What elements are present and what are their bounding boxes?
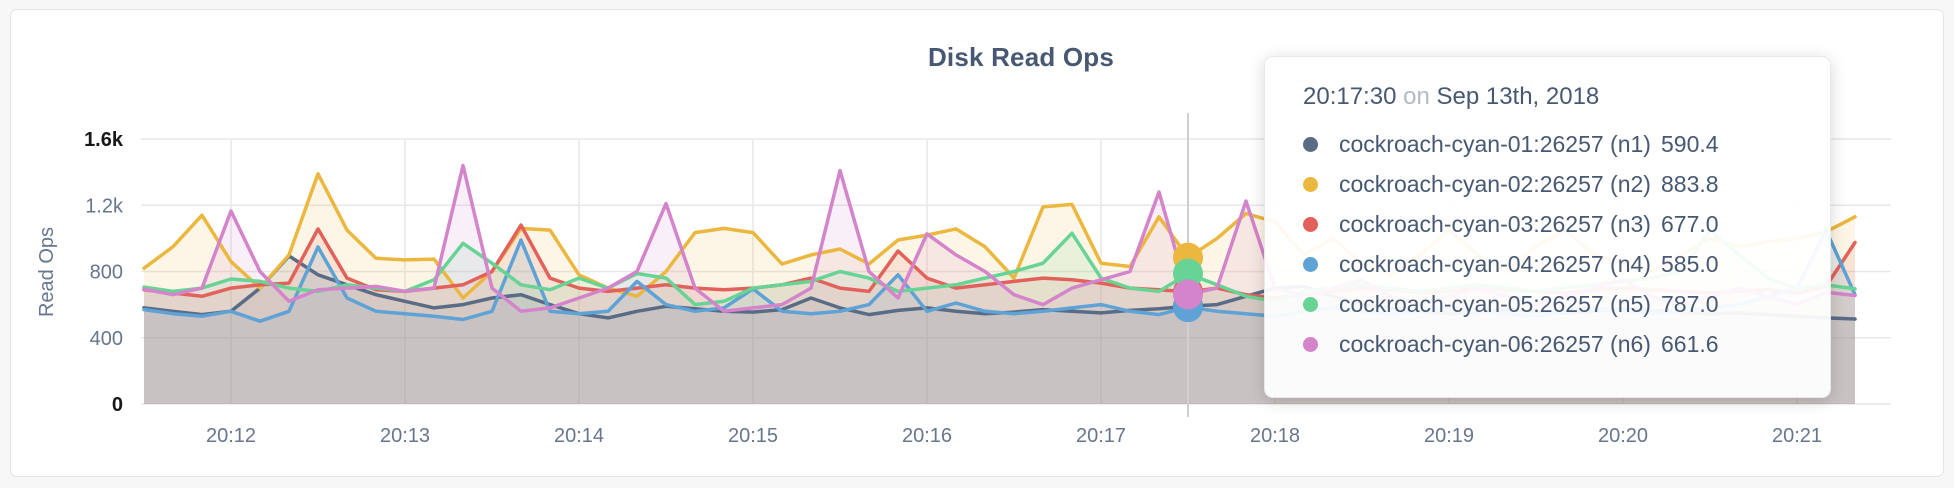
x-axis-tick-label: 20:21 bbox=[1772, 425, 1822, 447]
x-axis-tick-label: 20:13 bbox=[380, 425, 430, 447]
x-axis-tick-label: 20:19 bbox=[1424, 425, 1474, 447]
series-color-dot bbox=[1303, 216, 1318, 232]
series-color-dot bbox=[1303, 296, 1318, 312]
hover-point bbox=[1173, 279, 1203, 310]
tooltip-legend-rows: cockroach-cyan-01:26257 (n1) 590.4 cockroa… bbox=[1303, 124, 1806, 364]
series-value: 787.0 bbox=[1661, 290, 1719, 317]
x-axis-tick-label: 20:14 bbox=[554, 425, 604, 447]
hover-point bbox=[1173, 258, 1203, 289]
series-color-dot bbox=[1303, 136, 1318, 152]
series-name: cockroach-cyan-06:26257 (n6) bbox=[1339, 330, 1651, 357]
x-axis-tick-label: 20:12 bbox=[206, 425, 256, 447]
series-color-dot bbox=[1303, 256, 1318, 272]
tooltip-date: Sep 13th, 2018 bbox=[1436, 83, 1600, 110]
series-value: 590.4 bbox=[1661, 130, 1719, 157]
x-axis-tick-label: 20:18 bbox=[1250, 425, 1300, 447]
series-name: cockroach-cyan-04:26257 (n4) bbox=[1339, 250, 1651, 277]
tooltip-time: 20:17:30 bbox=[1303, 83, 1397, 110]
x-axis-tick-label: 20:16 bbox=[902, 425, 952, 447]
x-axis-tick-label: 20:17 bbox=[1076, 425, 1126, 447]
series-name: cockroach-cyan-02:26257 (n2) bbox=[1339, 170, 1651, 197]
y-axis-label: Read Ops bbox=[36, 227, 58, 317]
tooltip-legend-row: cockroach-cyan-06:26257 (n6) 661.6 bbox=[1303, 324, 1806, 364]
tooltip-legend-row: cockroach-cyan-05:26257 (n5) 787.0 bbox=[1303, 284, 1806, 324]
tooltip-legend-row: cockroach-cyan-04:26257 (n4) 585.0 bbox=[1303, 244, 1806, 284]
y-axis-tick-label: 400 bbox=[90, 328, 123, 350]
disk-read-ops-chart-card: Disk Read Ops 0 400 800 1.2k 1.6k 20:12 20:13 2… bbox=[10, 9, 1944, 477]
y-axis-tick-label: 0 bbox=[112, 394, 123, 416]
series-value: 883.8 bbox=[1661, 170, 1719, 197]
series-name: cockroach-cyan-03:26257 (n3) bbox=[1339, 210, 1651, 237]
tooltip-header: 20:17:30 on Sep 13th, 2018 bbox=[1303, 83, 1806, 111]
y-axis-tick-label: 1.6k bbox=[84, 129, 124, 151]
x-axis-tick-label: 20:20 bbox=[1598, 425, 1648, 447]
x-axis-tick-label: 20:15 bbox=[728, 425, 778, 447]
y-axis-tick-label: 1.2k bbox=[85, 195, 124, 217]
series-name: cockroach-cyan-05:26257 (n5) bbox=[1339, 290, 1651, 317]
tooltip-legend-row: cockroach-cyan-02:26257 (n2) 883.8 bbox=[1303, 164, 1806, 204]
hover-tooltip: 20:17:30 on Sep 13th, 2018 cockroach-cya… bbox=[1264, 56, 1831, 398]
series-value: 677.0 bbox=[1661, 210, 1719, 237]
series-color-dot bbox=[1303, 176, 1318, 192]
series-color-dot bbox=[1303, 336, 1318, 352]
tooltip-legend-row: cockroach-cyan-03:26257 (n3) 677.0 bbox=[1303, 204, 1806, 244]
series-value: 661.6 bbox=[1661, 330, 1719, 357]
tooltip-preposition: on bbox=[1403, 83, 1430, 110]
chart-title: Disk Read Ops bbox=[927, 42, 1115, 72]
y-axis-tick-label: 800 bbox=[90, 262, 123, 284]
series-value: 585.0 bbox=[1661, 250, 1719, 277]
tooltip-legend-row: cockroach-cyan-01:26257 (n1) 590.4 bbox=[1303, 124, 1806, 164]
series-name: cockroach-cyan-01:26257 (n1) bbox=[1339, 130, 1651, 157]
